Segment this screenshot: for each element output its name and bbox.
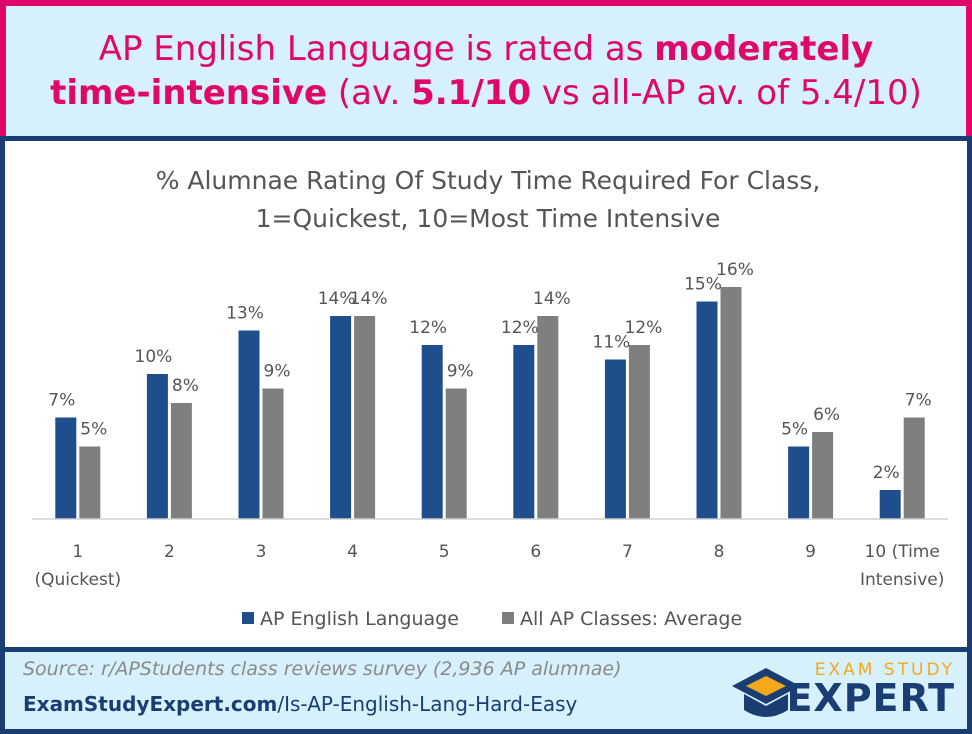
site-link-domain: ExamStudyExpert.com — [23, 692, 278, 716]
x-tick-label-10: 10 (Time — [865, 542, 940, 562]
data-label-english-language-5: 12% — [409, 318, 447, 338]
bar-english-language-2 — [146, 374, 168, 519]
data-label-english-language-6: 12% — [501, 318, 539, 338]
x-tick-label-6: 6 — [530, 542, 541, 562]
bar-english-language-1 — [55, 417, 77, 519]
headline-part3: vs all-AP av. of 5.4/10) — [531, 73, 922, 113]
bar-all-ap-average-3 — [262, 388, 284, 519]
x-tick-label-5: 5 — [439, 542, 450, 562]
headline-bold1: moderately time-intensive — [50, 29, 874, 113]
headline-bold2: 5.1/10 — [411, 73, 532, 113]
x-tick-label-2: 2 — [164, 542, 175, 562]
x-tick-label-9: 9 — [805, 542, 816, 562]
data-label-english-language-10: 2% — [873, 463, 900, 483]
bar-all-ap-average-7 — [628, 345, 650, 519]
site-link[interactable]: ExamStudyExpert.com/Is-AP-English-Lang-H… — [23, 692, 577, 716]
x-tick-label-1-line2: (Quickest) — [34, 570, 121, 590]
x-tick-label-7: 7 — [622, 542, 633, 562]
bar-all-ap-average-9 — [812, 432, 834, 519]
bar-all-ap-average-5 — [445, 388, 467, 519]
data-label-english-language-3: 13% — [226, 304, 264, 324]
bar-english-language-8 — [696, 301, 718, 519]
footer: Source: r/APStudents class reviews surve… — [0, 652, 972, 734]
x-tick-label-3: 3 — [256, 542, 267, 562]
data-label-all-ap-average-9: 6% — [813, 405, 840, 425]
bar-english-language-4 — [330, 316, 352, 519]
bar-english-language-6 — [513, 345, 535, 519]
x-tick-label-4: 4 — [347, 542, 358, 562]
data-label-english-language-4: 14% — [318, 289, 356, 309]
data-label-all-ap-average-10: 7% — [905, 391, 932, 411]
bar-all-ap-average-8 — [720, 287, 742, 519]
bar-all-ap-average-1 — [79, 446, 101, 519]
data-label-all-ap-average-8: 16% — [716, 260, 754, 280]
data-label-english-language-9: 5% — [781, 420, 808, 440]
data-label-english-language-8: 15% — [684, 275, 722, 295]
logo-top-text: EXAM STUDY — [814, 660, 955, 680]
bar-chart: % Alumnae Rating Of Study Time Required … — [32, 166, 948, 630]
bar-all-ap-average-10 — [903, 417, 925, 519]
bar-all-ap-average-6 — [537, 316, 559, 519]
chart-subtitle: 1=Quickest, 10=Most Time Intensive — [256, 204, 721, 233]
bar-english-language-3 — [238, 330, 260, 519]
bar-english-language-7 — [604, 359, 626, 519]
legend-swatch-all-ap-average — [502, 612, 514, 624]
data-label-all-ap-average-2: 8% — [172, 376, 199, 396]
x-tick-labels-group: 1 (Quickest) 2 3 4 5 6 7 8 9 10 (Time Intensive) — [34, 542, 944, 590]
data-label-all-ap-average-7: 12% — [625, 318, 663, 338]
bar-english-language-10 — [879, 490, 901, 519]
data-label-all-ap-average-5: 9% — [447, 362, 474, 382]
chart-panel: % Alumnae Rating Of Study Time Required … — [0, 136, 972, 652]
legend-label-all-ap-average: All AP Classes: Average — [520, 608, 742, 630]
data-label-all-ap-average-4: 14% — [350, 289, 388, 309]
logo-main-text: EXPERT — [786, 676, 955, 720]
data-label-english-language-2: 10% — [135, 347, 173, 367]
bars-group — [55, 287, 925, 519]
brand-logo: EXAM STUDY EXPERT — [730, 660, 955, 726]
headline-part2: (av. — [327, 73, 412, 113]
x-tick-label-8: 8 — [714, 542, 725, 562]
data-label-english-language-1: 7% — [48, 391, 75, 411]
data-label-english-language-7: 11% — [593, 333, 631, 353]
bar-all-ap-average-4 — [354, 316, 376, 519]
bar-english-language-9 — [788, 446, 810, 519]
source-note: Source: r/APStudents class reviews surve… — [23, 658, 622, 680]
legend: AP English Language All AP Classes: Avera… — [242, 608, 742, 630]
chart-title: % Alumnae Rating Of Study Time Required … — [156, 166, 821, 195]
data-label-all-ap-average-3: 9% — [264, 362, 291, 382]
data-label-all-ap-average-6: 14% — [533, 289, 571, 309]
x-tick-label-1: 1 — [72, 542, 83, 562]
data-labels-group: 7%5%10%8%13%9%14%14%12%9%12%14%11%12%15%… — [48, 260, 931, 483]
site-link-path: /Is-AP-English-Lang-Hard-Easy — [277, 692, 578, 716]
headline-part1: AP English Language is rated as — [98, 29, 655, 69]
legend-swatch-english-language — [242, 612, 254, 624]
graduation-cap-icon — [732, 668, 800, 717]
x-tick-label-10-line2: Intensive) — [860, 570, 944, 590]
bar-all-ap-average-2 — [170, 403, 192, 519]
legend-label-english-language: AP English Language — [260, 608, 459, 630]
bar-english-language-5 — [421, 345, 443, 519]
headline-banner: AP English Language is rated as moderate… — [0, 0, 972, 136]
headline: AP English Language is rated as moderate… — [46, 27, 926, 115]
data-label-all-ap-average-1: 5% — [80, 420, 107, 440]
